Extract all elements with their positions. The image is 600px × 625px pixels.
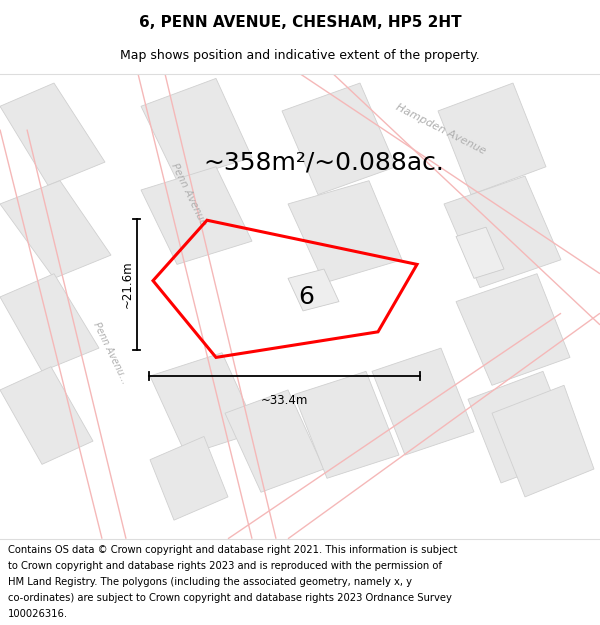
Polygon shape: [150, 352, 258, 455]
Text: ~33.4m: ~33.4m: [261, 394, 308, 407]
Polygon shape: [0, 274, 99, 371]
Polygon shape: [141, 167, 252, 264]
Polygon shape: [150, 436, 228, 520]
Text: 6: 6: [298, 285, 314, 309]
Polygon shape: [282, 83, 396, 194]
Polygon shape: [492, 385, 594, 497]
Polygon shape: [0, 181, 111, 278]
Polygon shape: [0, 367, 93, 464]
Polygon shape: [0, 83, 105, 186]
Text: Penn Avenue: Penn Avenue: [170, 162, 208, 228]
Text: Hampden Avenue: Hampden Avenue: [394, 102, 488, 157]
Text: ~21.6m: ~21.6m: [121, 261, 134, 309]
Polygon shape: [294, 371, 399, 478]
Text: Contains OS data © Crown copyright and database right 2021. This information is : Contains OS data © Crown copyright and d…: [8, 545, 457, 555]
Polygon shape: [444, 176, 561, 288]
Text: to Crown copyright and database rights 2023 and is reproduced with the permissio: to Crown copyright and database rights 2…: [8, 561, 442, 571]
Polygon shape: [141, 78, 252, 181]
Text: ~358m²/~0.088ac.: ~358m²/~0.088ac.: [203, 150, 445, 174]
Text: 100026316.: 100026316.: [8, 609, 68, 619]
Polygon shape: [225, 390, 324, 492]
Text: HM Land Registry. The polygons (including the associated geometry, namely x, y: HM Land Registry. The polygons (includin…: [8, 577, 412, 587]
Text: co-ordinates) are subject to Crown copyright and database rights 2023 Ordnance S: co-ordinates) are subject to Crown copyr…: [8, 592, 452, 602]
Polygon shape: [468, 371, 576, 483]
Text: 6, PENN AVENUE, CHESHAM, HP5 2HT: 6, PENN AVENUE, CHESHAM, HP5 2HT: [139, 14, 461, 29]
Text: Map shows position and indicative extent of the property.: Map shows position and indicative extent…: [120, 49, 480, 62]
Polygon shape: [456, 274, 570, 385]
Polygon shape: [438, 83, 546, 194]
Polygon shape: [456, 228, 504, 278]
Polygon shape: [288, 181, 402, 283]
Polygon shape: [288, 269, 339, 311]
Text: Penn Avenu…: Penn Avenu…: [92, 320, 130, 386]
Polygon shape: [372, 348, 474, 455]
